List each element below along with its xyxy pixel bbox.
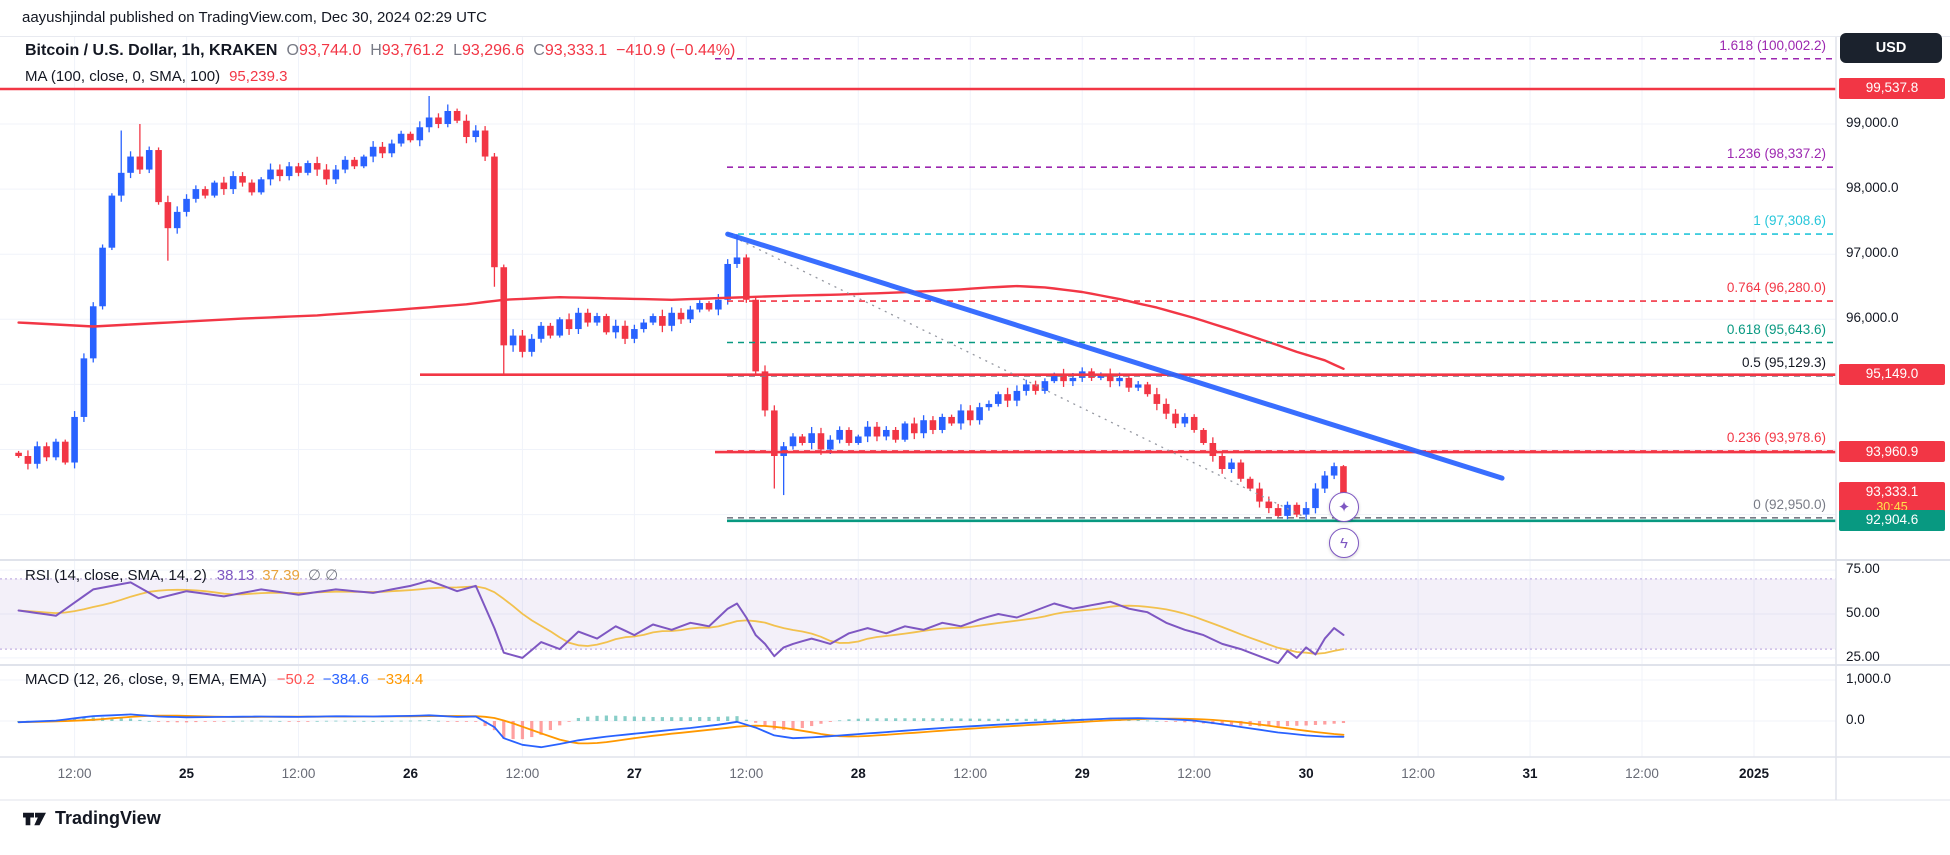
sparkle-icon: ✦ xyxy=(1337,499,1351,516)
separators-layer xyxy=(0,36,1950,801)
main-symbol-legend[interactable]: Bitcoin / U.S. Dollar, 1h, KRAKEN O93,744… xyxy=(25,42,735,60)
ma-legend-value: 95,239.3 xyxy=(229,68,288,85)
high-value: 93,761.2 xyxy=(381,42,445,59)
attribution-bar: aayushjindal published on TradingView.co… xyxy=(0,0,1950,37)
change-value: −410.9 (−0.44%) xyxy=(616,42,736,59)
rsi-layer xyxy=(17,579,1345,665)
drawings-layer xyxy=(725,231,1505,519)
hline-layer xyxy=(0,87,1836,523)
lightning-icon: ϟ xyxy=(1340,534,1348,552)
rsi-ma-value: 37.39 xyxy=(262,567,300,584)
ma-legend[interactable]: MA (100, close, 0, SMA, 100) 95,239.3 xyxy=(25,68,287,85)
macd-line-value: −384.6 xyxy=(322,671,370,688)
drawing-anchor-badge[interactable]: ✦ xyxy=(1329,492,1359,522)
low-label: L xyxy=(453,42,462,59)
candles-layer xyxy=(15,96,1347,521)
macd-legend-name[interactable]: MACD (12, 26, close, 9, EMA, EMA) xyxy=(25,671,267,688)
macd-hist-value: −50.2 xyxy=(276,671,315,688)
symbol-title[interactable]: Bitcoin / U.S. Dollar, 1h, KRAKEN xyxy=(25,42,278,59)
fib-layer xyxy=(715,57,1836,519)
low-value: 93,296.6 xyxy=(461,42,525,59)
open-value: 93,744.0 xyxy=(298,42,362,59)
close-label: C xyxy=(533,42,545,59)
currency-toggle-button[interactable]: USD xyxy=(1840,33,1942,63)
attribution-text: aayushjindal published on TradingView.co… xyxy=(22,9,488,26)
macd-legend[interactable]: MACD (12, 26, close, 9, EMA, EMA) −50.2 −3… xyxy=(25,671,423,688)
ma-line xyxy=(17,284,1345,370)
rsi-empty-values: ∅ ∅ xyxy=(307,567,339,584)
rsi-legend-name[interactable]: RSI (14, close, SMA, 14, 2) xyxy=(25,567,207,584)
macd-signal-value: −334.4 xyxy=(377,671,424,688)
macd-layer xyxy=(17,713,1346,749)
high-label: H xyxy=(370,42,382,59)
tradingview-logo-icon xyxy=(23,812,46,826)
tradingview-logo-text: TradingView xyxy=(55,808,161,828)
rsi-value: 38.13 xyxy=(216,567,255,584)
open-label: O xyxy=(286,42,299,59)
lightning-badge[interactable]: ϟ xyxy=(1329,528,1359,558)
rsi-legend[interactable]: RSI (14, close, SMA, 14, 2) 38.13 37.39 ∅ ∅ xyxy=(25,566,338,584)
tradingview-logo[interactable]: TradingView xyxy=(22,806,161,831)
rsi-band-layer xyxy=(0,578,1836,650)
close-value: 93,333.1 xyxy=(544,42,608,59)
ma-legend-name[interactable]: MA (100, close, 0, SMA, 100) xyxy=(25,68,221,85)
grid-layer xyxy=(0,36,1836,757)
